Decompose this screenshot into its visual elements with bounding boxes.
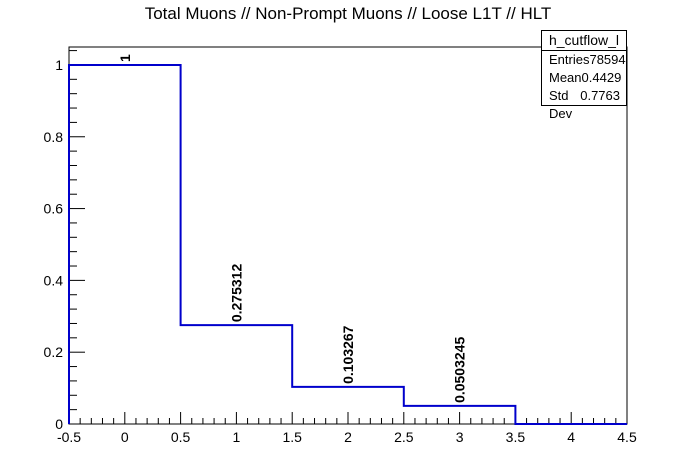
x-tick-label: 2.5 (394, 429, 414, 445)
y-tick-label: 1 (55, 57, 63, 73)
x-tick-label: 3.5 (506, 429, 526, 445)
histogram-bin-1 (181, 325, 293, 424)
x-tick-label: 1 (233, 429, 241, 445)
histogram-bin-3 (404, 406, 516, 424)
x-tick-label: 3 (456, 429, 464, 445)
stats-stddev-label: Std Dev (549, 88, 573, 121)
stats-mean-label: Mean (549, 70, 582, 85)
x-tick-label: 1.5 (282, 429, 302, 445)
stats-row-entries: Entries 78594 (542, 51, 626, 69)
stats-box: h_cutflow_l Entries 78594 Mean 0.4429 St… (541, 30, 627, 121)
bin-value-label: 0.0503245 (452, 337, 468, 403)
stats-entries-label: Entries (549, 52, 590, 67)
stats-entries-value: 78594 (589, 52, 626, 67)
histogram-bin-0 (69, 65, 181, 424)
bin-value-label: 1 (117, 54, 133, 62)
stats-mean-value: 0.4429 (581, 70, 622, 85)
x-tick-label: 4.5 (617, 429, 637, 445)
histogram-step-line (68, 63, 627, 425)
x-tick-label: 4 (567, 429, 575, 445)
x-tick-label: -0.5 (57, 429, 81, 445)
stats-histogram-name: h_cutflow_l (542, 31, 626, 51)
y-tick-label: 0 (55, 416, 63, 432)
chart-title: Total Muons // Non-Prompt Muons // Loose… (144, 4, 552, 23)
y-tick-label: 0.2 (44, 344, 64, 360)
bin-value-label: 0.275312 (228, 264, 244, 323)
stats-row-stddev: Std Dev 0.7763 (542, 87, 626, 121)
y-tick-label: 0.8 (44, 129, 64, 145)
y-tick-label: 0.6 (44, 201, 64, 217)
histogram-bin-2 (292, 387, 404, 424)
stats-row-mean: Mean 0.4429 (542, 69, 626, 87)
x-tick-label: 0.5 (171, 429, 191, 445)
x-tick-label: 0 (121, 429, 129, 445)
y-tick-label: 0.4 (44, 272, 64, 288)
stats-stddev-value: 0.7763 (580, 88, 620, 103)
bin-value-label: 0.103267 (340, 325, 356, 384)
x-tick-label: 2 (344, 429, 352, 445)
